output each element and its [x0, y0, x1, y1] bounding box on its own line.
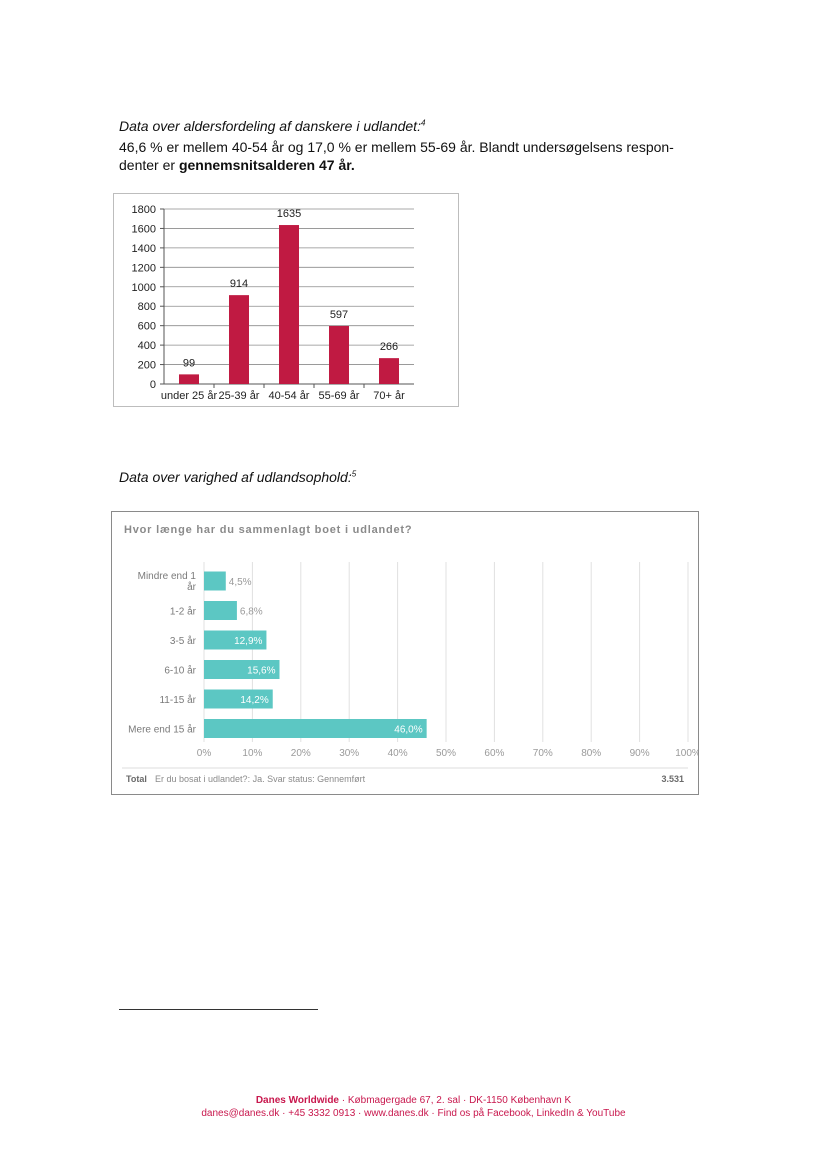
age-distribution-chart: 0 200 400 600 800 1000 1200 1400 1600 1800 99 under…: [113, 193, 459, 407]
footnote-ref: 4: [420, 118, 426, 128]
footer-filter-text: Er du bosat i udlandet?: Ja. Svar status…: [155, 774, 366, 784]
y-tick-label: 600: [138, 321, 156, 333]
intro-line-2: denter er gennemsnitsalderen 47 år.: [119, 156, 699, 174]
category-label: år: [187, 581, 197, 593]
bar: [329, 325, 349, 384]
footnote-divider: [119, 1009, 318, 1010]
y-tick-label: 1400: [132, 243, 156, 255]
y-tick-label: 1800: [132, 204, 156, 216]
category-label: 1-2 år: [170, 606, 197, 618]
data-label: 6,8%: [240, 607, 263, 618]
x-tick-label: 60%: [484, 748, 504, 759]
x-tick-label: 70%: [533, 748, 553, 759]
footer-line-2: danes@danes.dk · +45 3332 0913 · www.dan…: [201, 1108, 626, 1119]
x-tick-label: 20%: [291, 748, 311, 759]
data-label: 4,5%: [229, 577, 252, 588]
category-label: 3-5 år: [170, 635, 197, 647]
section-heading-duration: Data over varighed af udlandsophold:5: [119, 469, 356, 485]
data-label: 597: [330, 309, 348, 321]
x-tick-label: 100%: [675, 748, 698, 759]
y-tick-label: 800: [138, 301, 156, 313]
heading-text: Data over varighed af udlandsophold:: [119, 469, 352, 485]
footnote-ref: 5: [351, 469, 357, 479]
x-tick-label: 30%: [339, 748, 359, 759]
data-label: 14,2%: [240, 695, 268, 706]
bar: [279, 225, 299, 384]
x-tick-label: 90%: [630, 748, 650, 759]
y-tick-label: 0: [150, 379, 156, 391]
category-label: Mindre end 1: [138, 571, 197, 582]
heading-text: Data over aldersfordeling af danskere i …: [119, 118, 421, 134]
age-chart-svg: 0 200 400 600 800 1000 1200 1400 1600 1800 99 under…: [132, 204, 414, 402]
x-tick-label: under 25 år: [161, 390, 218, 402]
bar: [204, 719, 427, 738]
x-tick-label: 40%: [388, 748, 408, 759]
x-tick-label: 10%: [242, 748, 262, 759]
bar: [379, 358, 399, 384]
bar: [204, 571, 226, 591]
bar: [229, 295, 249, 384]
y-tick-label: 1200: [132, 262, 156, 274]
duration-abroad-chart: Hvor længe har du sammenlagt boet i udla…: [111, 511, 701, 795]
intro-highlight: gennemsnitsalderen 47 år.: [178, 157, 355, 173]
bar: [204, 660, 280, 679]
intro-paragraph: 46,6 % er mellem 40-54 år og 17,0 % er m…: [119, 138, 699, 174]
x-tick-label: 55-69 år: [319, 390, 360, 402]
x-tick-label: 80%: [581, 748, 601, 759]
intro-line-2-text: denter er: [119, 157, 179, 173]
section-heading-age: Data over aldersfordeling af danskere i …: [119, 118, 425, 134]
category-label: 11-15 år: [159, 694, 196, 706]
data-label: 15,6%: [247, 666, 275, 677]
bar: [204, 630, 267, 650]
data-label: 46,0%: [394, 725, 422, 736]
footer-total-label: Total: [126, 774, 147, 784]
data-label: 266: [380, 341, 398, 353]
footer-line-1: Danes Worldwide · Købmagergade 67, 2. sa…: [0, 1094, 827, 1107]
footer-count: 3.531: [661, 774, 684, 784]
x-tick-label: 50%: [436, 748, 456, 759]
page-footer: Danes Worldwide · Købmagergade 67, 2. sa…: [0, 1094, 827, 1120]
chart-title: Hvor længe har du sammenlagt boet i udla…: [124, 524, 412, 536]
bar: [204, 601, 237, 620]
data-label: 99: [183, 357, 195, 369]
bar: [204, 689, 273, 709]
category-label: 6-10 år: [164, 665, 196, 677]
data-label: 12,9%: [234, 636, 262, 647]
bar: [179, 374, 199, 384]
footer-org: Danes Worldwide: [255, 1095, 339, 1106]
category-label: Mere end 15 år: [128, 724, 196, 736]
data-label: 914: [230, 278, 248, 290]
y-tick-label: 400: [138, 340, 156, 352]
x-tick-label: 0%: [197, 748, 212, 759]
y-tick-label: 1000: [132, 282, 156, 294]
x-tick-label: 25-39 år: [219, 390, 260, 402]
x-tick-label: 40-54 år: [269, 390, 310, 402]
duration-chart-svg: Hvor længe har du sammenlagt boet i udla…: [122, 524, 701, 784]
intro-line-1: 46,6 % er mellem 40-54 år og 17,0 % er m…: [119, 139, 674, 155]
data-label: 1635: [277, 208, 301, 220]
y-tick-label: 200: [138, 360, 156, 372]
y-tick-label: 1600: [132, 223, 156, 235]
x-tick-label: 70+ år: [373, 390, 405, 402]
footer-address: · Købmagergade 67, 2. sal · DK-1150 Købe…: [339, 1095, 572, 1106]
